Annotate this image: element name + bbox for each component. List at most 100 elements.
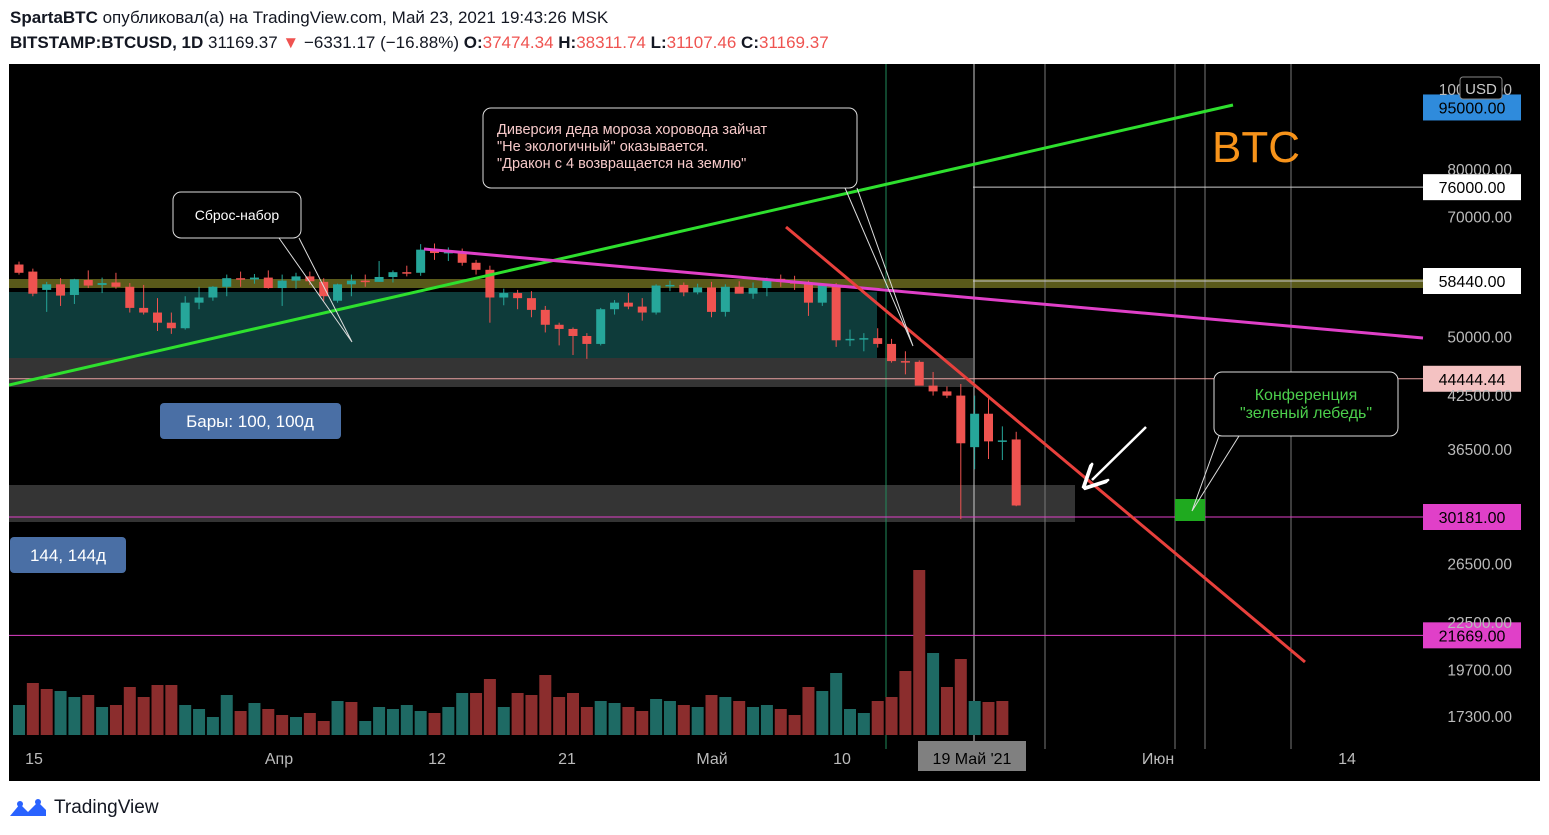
callout-conference-line1: Конференция <box>1255 387 1358 404</box>
candle-body <box>291 276 301 281</box>
magenta-trendline[interactable] <box>423 247 1424 340</box>
gray-zone-lower <box>9 485 1075 522</box>
candle-body <box>28 271 38 294</box>
volume-bar <box>442 707 455 735</box>
chart-panel[interactable]: Сброс-набор Диверсия деда мороза хоровод… <box>9 64 1540 781</box>
price-label-box <box>1423 268 1521 294</box>
volume-bar <box>290 717 302 735</box>
volume-bar <box>109 705 122 735</box>
y-tick-label: 50000.00 <box>1447 330 1512 347</box>
time-axis[interactable]: 15 Апр 12 21 Май 10 19 Май '21 Июн 14 <box>25 741 1356 771</box>
y-tick-label: 19700.00 <box>1447 662 1512 679</box>
tradingview-logo-text: TradingView <box>54 797 159 818</box>
candle-body <box>956 395 966 444</box>
green-trendline[interactable] <box>9 103 1234 387</box>
candle-body <box>180 302 190 329</box>
candle-body <box>817 284 827 303</box>
callout-reset <box>172 191 302 239</box>
price-label-text: 58440.00 <box>1439 274 1506 291</box>
tradingview-logo-icon <box>10 799 46 816</box>
candles <box>14 243 1021 520</box>
candle-body <box>499 293 509 298</box>
callout-pointer-diversion <box>844 187 914 347</box>
white-arrow-icon <box>1092 426 1147 480</box>
tradingview-logo[interactable]: TradingView <box>8 796 159 820</box>
callout-diversion <box>482 107 858 189</box>
volume-bar <box>594 701 607 735</box>
volume-bar <box>857 713 870 735</box>
x-tick-label: 15 <box>25 751 43 768</box>
volume-bar <box>414 711 427 735</box>
volume-bar <box>830 673 843 735</box>
candle-body <box>83 280 93 286</box>
volume-bar <box>968 701 981 735</box>
volume-bar <box>622 707 635 735</box>
y-tick-label: 80000.00 <box>1447 162 1512 179</box>
volume-bar <box>525 695 538 735</box>
low-value: 31107.46 <box>666 33 737 52</box>
candle-body <box>637 306 647 313</box>
high-label: H: <box>558 33 577 52</box>
price-label-text: 76000.00 <box>1439 180 1506 197</box>
y-tick-label: 70000.00 <box>1447 210 1512 227</box>
x-tick-label: 21 <box>558 751 576 768</box>
volume-bar <box>940 687 953 735</box>
volume-bar <box>68 697 81 735</box>
callout-pointer-conference <box>1191 435 1240 512</box>
volume-bar <box>747 707 760 735</box>
volume-bar <box>511 693 524 735</box>
volume-bar <box>677 705 690 735</box>
price-label-box <box>1423 622 1521 649</box>
volume-bar <box>40 689 53 735</box>
volume-bar <box>456 693 469 735</box>
candle-body <box>125 286 135 308</box>
green-swan-marker <box>1175 499 1205 521</box>
volume-bar <box>123 687 136 735</box>
price-axis[interactable]: 95000.00 76000.00 58440.00 44444.44 30181.00… <box>1423 82 1521 726</box>
candle-body <box>984 413 993 442</box>
gray-zone-upper <box>9 358 973 387</box>
candle-body <box>222 278 232 287</box>
volume-bar <box>13 705 25 735</box>
candle-body <box>859 338 869 340</box>
volume-bar <box>719 697 732 735</box>
y-tick-label: 22500.00 <box>1447 615 1512 632</box>
candle-body <box>416 249 426 273</box>
candle-body <box>513 293 523 299</box>
volume-bar <box>567 693 579 735</box>
callout-diversion-line1: Диверсия деда мороза хоровода зайчат <box>497 122 768 138</box>
volume-bar <box>331 701 344 735</box>
author-name[interactable]: SpartaBTC <box>10 8 98 27</box>
candle-body <box>900 361 910 363</box>
price-chart[interactable]: Сброс-набор Диверсия деда мороза хоровод… <box>9 64 1540 781</box>
candle-body <box>693 287 703 293</box>
candle-body <box>651 285 661 313</box>
x-tick-label: 19 Май '21 <box>933 751 1012 768</box>
volume-bar <box>705 695 718 735</box>
candle-body <box>153 312 162 323</box>
candle-body <box>236 278 246 280</box>
volume-bar <box>871 701 884 735</box>
volume-bar <box>400 705 413 735</box>
candle-body <box>374 276 384 282</box>
volume-bar <box>248 703 261 735</box>
bars-144-text: 144, 144д <box>30 546 106 565</box>
candle-body <box>277 280 287 289</box>
change-value: −6331.17 (−16.88%) <box>303 33 459 52</box>
x-tick-label: 12 <box>428 751 446 768</box>
volume-bar <box>179 705 192 735</box>
volume-bar <box>802 687 815 735</box>
candle-body <box>471 262 481 270</box>
close-value: 31169.37 <box>759 33 829 52</box>
candle-body <box>762 278 772 289</box>
volume-bars <box>13 570 1009 735</box>
volume-bar <box>733 701 746 735</box>
candle-body <box>346 280 356 285</box>
currency-badge[interactable] <box>1459 76 1503 100</box>
y-tick-label: 17300.00 <box>1447 709 1512 726</box>
red-trendline[interactable] <box>785 225 1306 664</box>
candle-body <box>526 298 536 310</box>
candle-body <box>679 284 689 293</box>
volume-bar <box>220 695 233 735</box>
volume-bar <box>483 679 496 735</box>
